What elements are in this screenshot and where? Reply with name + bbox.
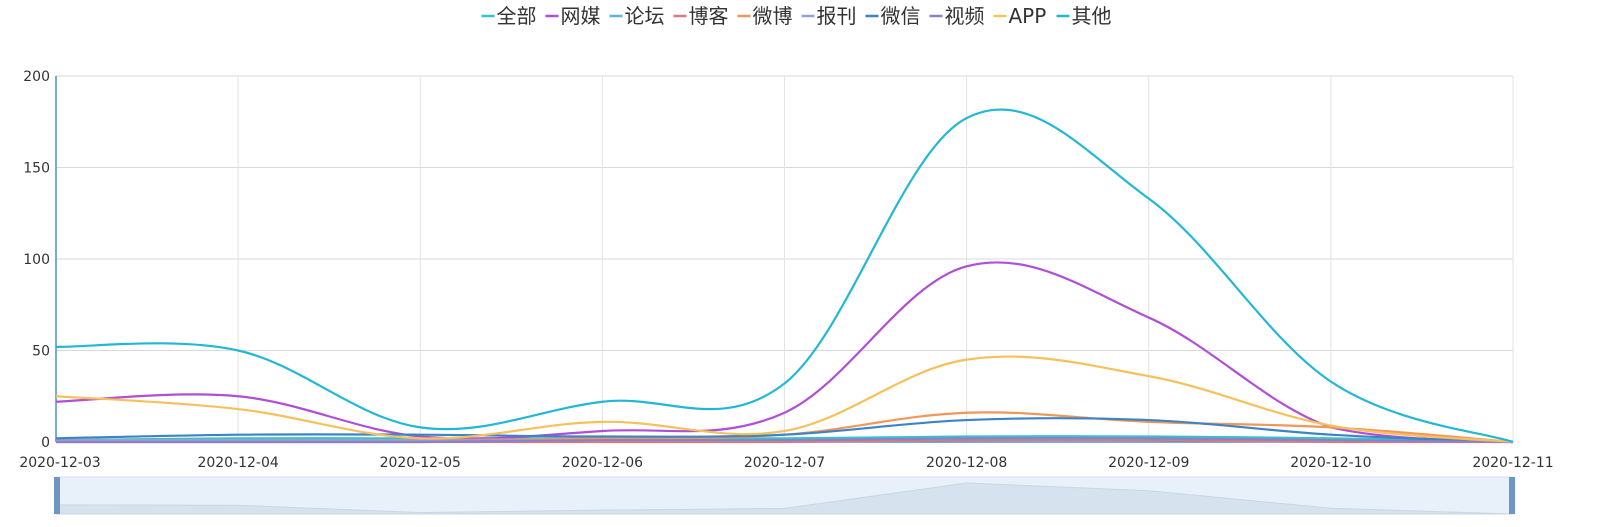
series-lines [55, 108, 1514, 444]
zoom-handle-right[interactable] [1509, 477, 1515, 514]
series-line-9 [55, 108, 1514, 444]
legend-label-1[interactable]: 网媒 [561, 4, 601, 28]
series-line-8 [55, 355, 1514, 444]
y-tick-label: 200 [23, 69, 50, 85]
x-tick-label: 2020-12-07 [744, 455, 825, 471]
legend-label-6[interactable]: 微信 [881, 4, 921, 28]
series-line-7 [56, 437, 1514, 444]
legend-label-3[interactable]: 博客 [689, 4, 729, 28]
legend-label-4[interactable]: 微博 [753, 4, 793, 28]
y-tick-label: 0 [41, 435, 50, 451]
x-tick-label: 2020-12-05 [380, 455, 461, 471]
x-tick-label: 2020-12-10 [1290, 455, 1371, 471]
legend-label-2[interactable]: 论坛 [625, 4, 665, 28]
grid [55, 75, 1514, 443]
zoom-handle-left[interactable] [54, 477, 60, 514]
series-line-1 [55, 261, 1514, 444]
data-zoom-slider[interactable] [54, 476, 1515, 515]
x-tick-label: 2020-12-03 [19, 455, 100, 471]
legend-label-0[interactable]: 全部 [497, 4, 537, 28]
x-tick-label: 2020-12-11 [1472, 455, 1553, 471]
y-tick-label: 100 [23, 252, 50, 268]
x-tick-label: 2020-12-06 [562, 455, 643, 471]
legend-label-7[interactable]: 视频 [945, 4, 985, 28]
series-line-6 [55, 417, 1514, 444]
series-line-0 [55, 435, 1514, 444]
legend-label-5[interactable]: 报刊 [817, 4, 857, 28]
x-tick-label: 2020-12-08 [926, 455, 1007, 471]
zoom-preview-area [55, 482, 1514, 515]
y-tick-label: 50 [32, 344, 50, 360]
legend-label-8[interactable]: APP [1009, 4, 1047, 28]
legend: 全部 网媒 论坛 博客 微博 报刊 微信 视频 APP 其他 [481, 4, 1112, 28]
y-tick-label: 150 [23, 161, 50, 177]
legend-label-9[interactable]: 其他 [1072, 4, 1112, 28]
axes: 0 50 100 150 200 2020-12-03 2020-12-04 2020-12-… [19, 69, 1553, 471]
x-tick-label: 2020-12-04 [197, 455, 278, 471]
x-tick-label: 2020-12-09 [1108, 455, 1189, 471]
